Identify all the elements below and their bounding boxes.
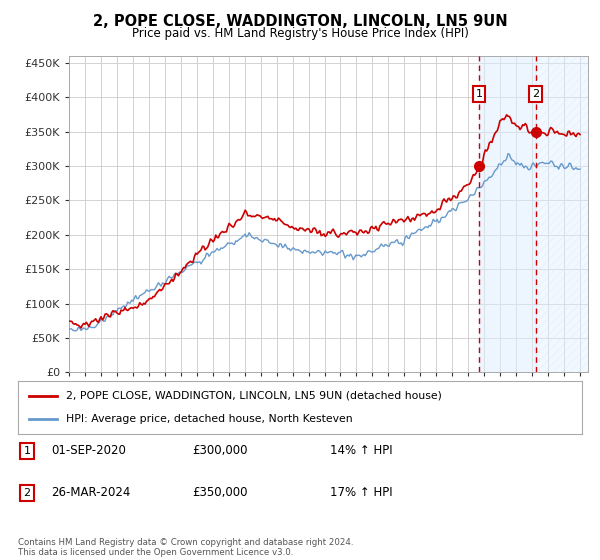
Text: HPI: Average price, detached house, North Kesteven: HPI: Average price, detached house, Nort… [66, 414, 353, 424]
Bar [536, 56, 588, 372]
Text: 1: 1 [475, 89, 482, 99]
Text: 14% ↑ HPI: 14% ↑ HPI [330, 444, 392, 458]
Text: 01-SEP-2020: 01-SEP-2020 [51, 444, 126, 458]
Bar [479, 56, 536, 372]
Text: Price paid vs. HM Land Registry's House Price Index (HPI): Price paid vs. HM Land Registry's House … [131, 27, 469, 40]
Text: 1: 1 [23, 446, 31, 456]
Text: 17% ↑ HPI: 17% ↑ HPI [330, 486, 392, 500]
Text: 26-MAR-2024: 26-MAR-2024 [51, 486, 130, 500]
Text: 2: 2 [532, 89, 539, 99]
Text: £350,000: £350,000 [192, 486, 248, 500]
Text: 2: 2 [23, 488, 31, 498]
Text: 2, POPE CLOSE, WADDINGTON, LINCOLN, LN5 9UN (detached house): 2, POPE CLOSE, WADDINGTON, LINCOLN, LN5 … [66, 391, 442, 401]
Text: £300,000: £300,000 [192, 444, 248, 458]
Text: Contains HM Land Registry data © Crown copyright and database right 2024.
This d: Contains HM Land Registry data © Crown c… [18, 538, 353, 557]
Text: 2, POPE CLOSE, WADDINGTON, LINCOLN, LN5 9UN: 2, POPE CLOSE, WADDINGTON, LINCOLN, LN5 … [92, 14, 508, 29]
